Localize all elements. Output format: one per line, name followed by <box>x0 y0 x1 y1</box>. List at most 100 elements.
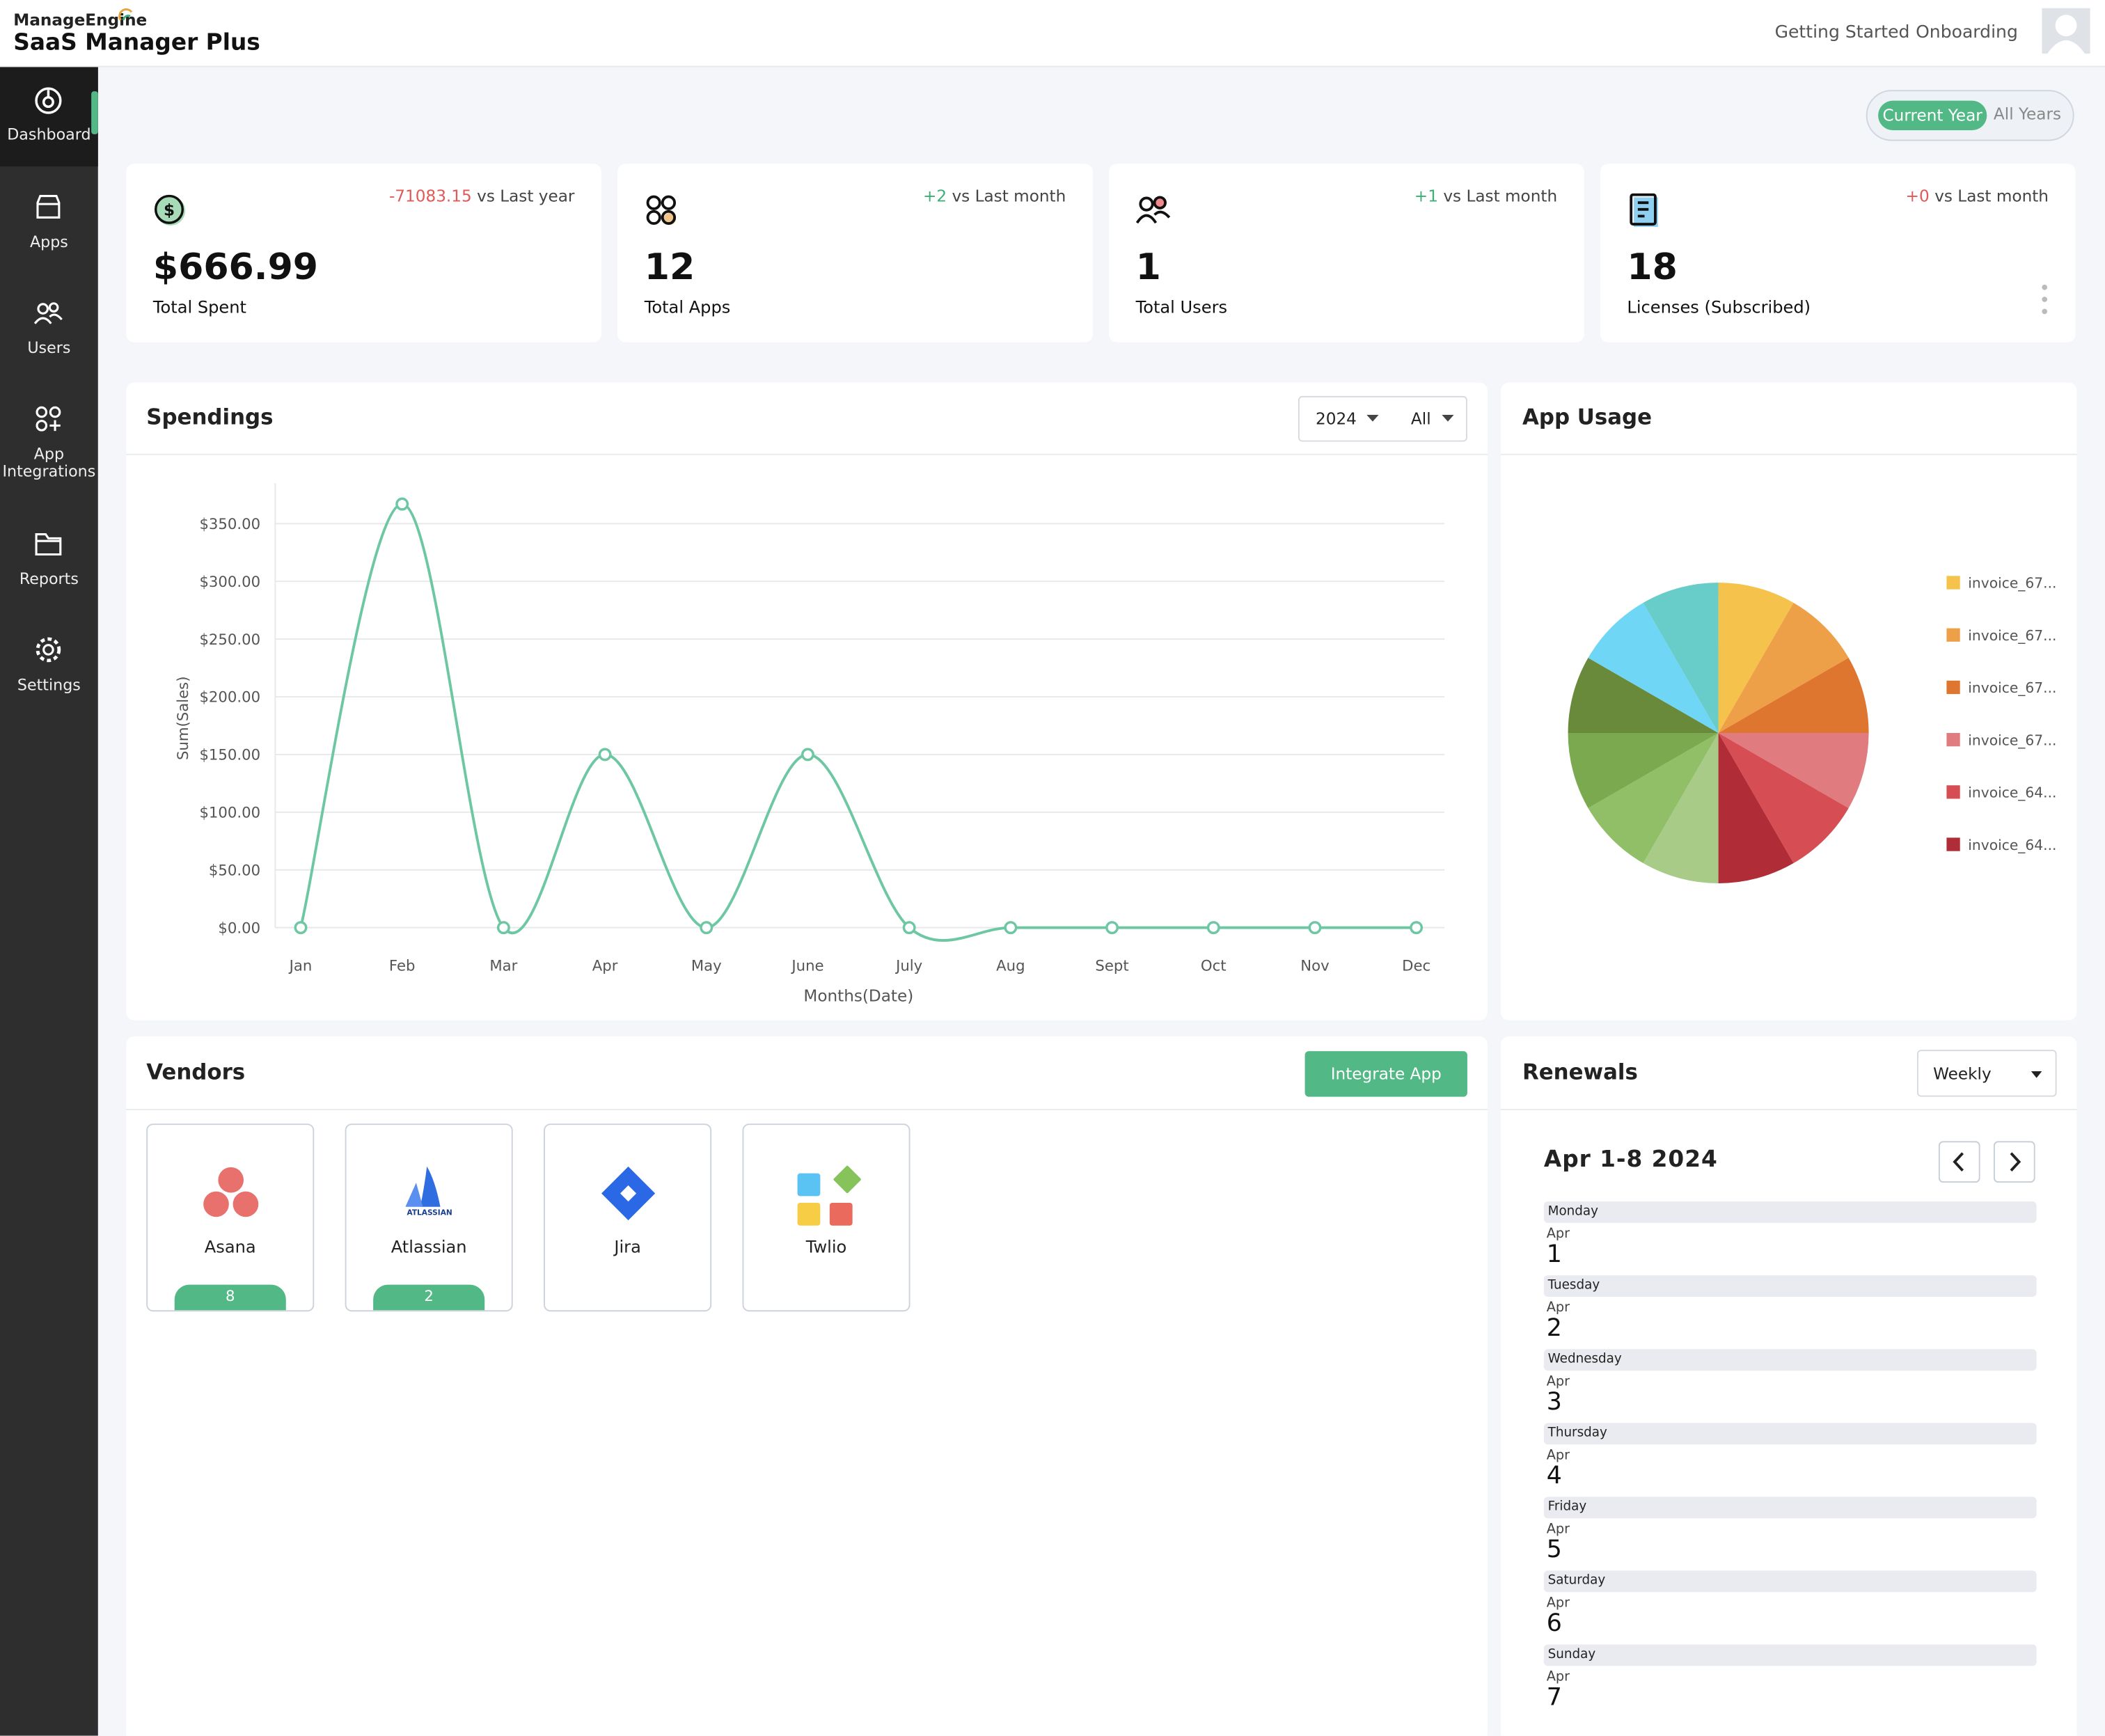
x-axis-title: Months(Date) <box>803 988 913 1006</box>
vendor-card[interactable]: Twlio <box>742 1123 910 1312</box>
day-month: Apr <box>1546 1670 1570 1685</box>
svg-text:$: $ <box>164 202 175 220</box>
toggle-active[interactable]: Current Year <box>1878 100 1987 131</box>
weekday-bar: Sunday <box>1543 1644 2037 1666</box>
stat-icon <box>1630 193 1658 227</box>
x-tick-label: Sept <box>1095 957 1128 974</box>
app-usage-chart: invoice_67...invoice_67...invoice_67...i… <box>1568 575 2056 883</box>
logo-text: ATLASSIAN <box>407 1208 452 1217</box>
line-point <box>1308 921 1322 935</box>
date-range: Apr 1-8 2024 <box>1543 1146 1718 1174</box>
nav-item[interactable]: Settings <box>0 616 98 716</box>
vendor-card[interactable]: ATLASSIAN Atlassian 2 <box>345 1123 513 1312</box>
pie-slice <box>1568 732 1719 808</box>
day-month: Apr <box>1546 1448 1570 1464</box>
category-filter[interactable]: All <box>1410 409 1431 429</box>
pie-slice <box>1643 732 1719 883</box>
nav-item[interactable]: Apps <box>0 173 98 273</box>
vendor-count: 2 <box>373 1284 485 1311</box>
nav-item[interactable]: Reports <box>0 510 98 610</box>
vendor-card[interactable]: Jira <box>544 1123 712 1312</box>
spendings-card: Spendings 2024 All $0.00 $50.00 $100.00 $15… <box>126 382 1488 1020</box>
nav-item[interactable]: Users <box>0 279 98 379</box>
day-number: 6 <box>1546 1609 1562 1638</box>
vendor-name: Jira <box>614 1236 641 1257</box>
year-filter[interactable]: 2024 <box>1315 409 1357 429</box>
integrate-button[interactable]: Integrate App <box>1304 1051 1467 1097</box>
nav-label: Dashboard <box>7 125 91 144</box>
legend-swatch <box>1946 837 1960 851</box>
nav-item[interactable]: Dashboard <box>0 67 98 167</box>
y-tick-label: $150.00 <box>199 747 260 764</box>
stat-icon: $ <box>154 194 186 226</box>
x-tick-label: Oct <box>1201 957 1227 974</box>
stat-value: 18 <box>1627 246 1678 289</box>
nav-item[interactable]: App Integrations <box>0 385 98 510</box>
line-point <box>1410 921 1424 935</box>
legend-label: invoice_67... <box>1968 575 2056 592</box>
stat-comparison: -71083.15 vs Last year <box>389 187 574 205</box>
pie-slice <box>1718 582 1794 733</box>
stat-label: Total Users <box>1135 297 1228 317</box>
divider <box>1501 1108 2077 1110</box>
divider <box>126 453 1488 455</box>
stat-value: 12 <box>644 246 695 289</box>
caret <box>1442 414 1454 422</box>
nav-icon <box>33 302 63 324</box>
day-month: Apr <box>1546 1522 1570 1538</box>
line-point <box>1206 921 1220 935</box>
vendor-card[interactable]: Asana 8 <box>146 1123 315 1312</box>
nav-icon <box>35 87 62 114</box>
day-month: Apr <box>1546 1226 1570 1242</box>
stat-card: +0 vs Last month 18 Licenses (Subscribed… <box>1600 164 2076 342</box>
day-number: 3 <box>1546 1388 1562 1417</box>
avatar[interactable] <box>2042 8 2090 54</box>
stat-delta: +1 <box>1414 187 1438 206</box>
period-value: Weekly <box>1933 1064 1992 1084</box>
day-month: Apr <box>1546 1300 1570 1316</box>
weekday-bar: Tuesday <box>1543 1275 2037 1297</box>
stat-compare: vs Last month <box>1443 187 1558 206</box>
vendors-card: Vendors Integrate App Asana 8 ATLASSIAN … <box>126 1036 1488 1736</box>
day-number: 7 <box>1546 1683 1562 1712</box>
legend-label: invoice_67... <box>1968 679 2056 696</box>
prev-button[interactable] <box>1938 1141 1980 1183</box>
nav-label: App Integrations <box>2 444 96 481</box>
line-point <box>700 921 714 935</box>
nav-link[interactable]: Getting Started <box>1774 22 1910 43</box>
pie-slice <box>1718 602 1849 733</box>
legend-label: invoice_64... <box>1968 837 2056 853</box>
pie-slice <box>1718 657 1869 733</box>
day-number: 4 <box>1546 1462 1562 1490</box>
divider <box>126 1108 1488 1110</box>
filter-box: 2024 All <box>1298 395 1467 442</box>
y-axis-title: Sum(Sales) <box>175 677 192 761</box>
stat-value: 1 <box>1135 246 1161 289</box>
stat-compare: vs Last month <box>952 187 1066 206</box>
more-menu[interactable] <box>2040 282 2049 317</box>
nav-label: Settings <box>17 675 81 695</box>
y-tick-label: $300.00 <box>199 574 260 591</box>
nav-icon <box>36 406 61 432</box>
nav-icon <box>35 533 62 556</box>
nav-icon <box>36 637 61 663</box>
period-select[interactable]: Weekly <box>1916 1050 2057 1097</box>
x-tick-label: Aug <box>996 957 1025 974</box>
stat-value: $666.99 <box>152 246 319 289</box>
y-tick-label: $250.00 <box>199 631 260 649</box>
y-tick-label: $50.00 <box>209 862 260 879</box>
toggle-option[interactable]: All Years <box>1993 104 2062 124</box>
stat-comparison: +2 vs Last month <box>923 187 1066 205</box>
weekday-bar: Friday <box>1543 1497 2037 1519</box>
y-tick-label: $100.00 <box>199 805 260 822</box>
vendor-logo <box>797 1165 861 1226</box>
next-button[interactable] <box>1993 1141 2035 1183</box>
stat-delta: -71083.15 <box>388 187 472 206</box>
x-tick-label: Apr <box>592 957 618 974</box>
stat-delta: +2 <box>922 187 947 206</box>
vendor-name: Asana <box>204 1236 256 1257</box>
stat-compare: vs Last month <box>1934 187 2049 206</box>
nav-link[interactable]: Onboarding <box>1916 22 2018 43</box>
